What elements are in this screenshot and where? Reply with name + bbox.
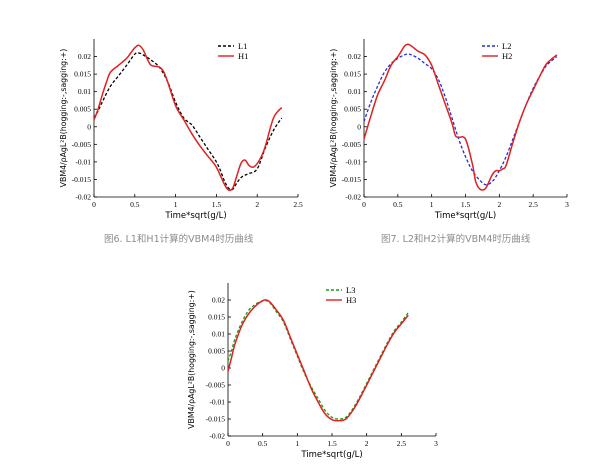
x-axis-label: Time*sqrt(g/L)	[300, 450, 362, 460]
y-tick-label: -0.005	[206, 381, 226, 390]
x-tick-label: 1	[174, 200, 178, 209]
series-l1-line	[93, 52, 283, 191]
x-axis-label: Time*sqrt(g/L)	[434, 211, 496, 221]
y-tick-label: -0.02	[75, 193, 91, 202]
x-tick-label: 1	[295, 439, 299, 448]
y-tick-label: 0.02	[348, 52, 361, 61]
y-tick-label: 0	[357, 122, 361, 131]
y-tick-label: -0.015	[206, 415, 226, 424]
chart-3: 0 0.5 1 1.5 2 2.5 3 -0.02 -0.015 -0.01 -0.005 0 0.00…	[187, 283, 438, 460]
x-tick-label: 2.5	[397, 439, 407, 448]
y-tick-label: -0.015	[72, 175, 92, 184]
y-axis-label: VBM4/ρAgL²B(hogging:-,sagging:+)	[187, 290, 196, 429]
x-tick-label: 0	[226, 439, 230, 448]
y-tick-label: -0.01	[345, 157, 361, 166]
y-tick-label: 0.005	[344, 105, 361, 114]
x-axis-label: Time*sqrt(g/L)	[164, 211, 226, 221]
legend-label-h1: H1	[238, 51, 248, 61]
series-h2-line	[363, 43, 558, 191]
y-tick-label: 0.005	[74, 105, 91, 114]
x-tick-label: 0	[362, 200, 366, 209]
y-tick-label: 0.005	[208, 347, 225, 356]
series-l2-line	[363, 53, 558, 186]
y-tick-label: 0.015	[344, 70, 361, 79]
legend-label-l3: L3	[346, 285, 355, 295]
x-tick-label: 1	[430, 200, 434, 209]
y-tick-label: -0.015	[342, 175, 362, 184]
y-tick-label: 0.02	[212, 296, 225, 305]
legend-label-h2: H2	[502, 51, 512, 61]
x-tick-label: 2	[255, 200, 259, 209]
x-tick-label: 2	[365, 439, 369, 448]
y-axis-label: VBM4/ρAgL²B(hogging:-,sagging:+)	[59, 49, 68, 188]
legend-label-l2: L2	[502, 41, 511, 51]
y-tick-label: -0.005	[72, 140, 92, 149]
y-tick-label: 0	[221, 364, 225, 373]
figure-6-caption: 图6. L1和H1计算的VBM4时历曲线	[104, 234, 254, 245]
y-tick-label: -0.005	[342, 140, 362, 149]
y-tick-label: 0.02	[78, 52, 91, 61]
y-tick-label: 0.015	[208, 313, 225, 322]
y-tick-label: 0.015	[74, 70, 91, 79]
legend-label-l1: L1	[238, 41, 247, 51]
x-tick-label: 1.5	[212, 200, 222, 209]
y-tick-label: -0.02	[345, 193, 361, 202]
y-axis-label: VBM4/ρAgL²B(hogging:-,sagging:+)	[329, 49, 338, 188]
y-tick-label: -0.01	[75, 157, 91, 166]
series-h3-line	[227, 299, 409, 422]
series-l3-line	[227, 299, 409, 420]
legend-label-h3: H3	[346, 295, 356, 305]
x-tick-label: 2	[497, 200, 501, 209]
x-tick-label: 2.5	[528, 200, 538, 209]
series-h1-line	[93, 44, 283, 192]
x-tick-label: 3	[434, 439, 438, 448]
y-tick-label: -0.01	[209, 398, 225, 407]
x-tick-label: 2.5	[293, 200, 303, 209]
y-tick-label: 0.01	[348, 87, 361, 96]
x-tick-label: 1.5	[327, 439, 337, 448]
x-tick-label: 0.5	[258, 439, 268, 448]
x-tick-label: 0.5	[393, 200, 403, 209]
y-tick-label: 0.01	[212, 330, 225, 339]
x-tick-label: 0	[92, 200, 96, 209]
y-tick-label: 0	[87, 122, 91, 131]
chart-2: 0 0.5 1 1.5 2 2.5 3 -0.02 -0.015 -0.01 -0.005 0 0.00…	[329, 39, 569, 221]
chart-1: 0 0.5 1 1.5 2 2.5 -0.02 -0.015 -0.01 -0.005 0 0.005…	[59, 39, 303, 221]
x-tick-label: 0.5	[130, 200, 140, 209]
figure-7-caption: 图7. L2和H2计算的VBM4时历曲线	[381, 234, 531, 245]
y-tick-label: 0.01	[78, 87, 91, 96]
y-tick-label: -0.02	[209, 432, 225, 441]
x-tick-label: 3	[565, 200, 569, 209]
x-tick-label: 1.5	[461, 200, 471, 209]
